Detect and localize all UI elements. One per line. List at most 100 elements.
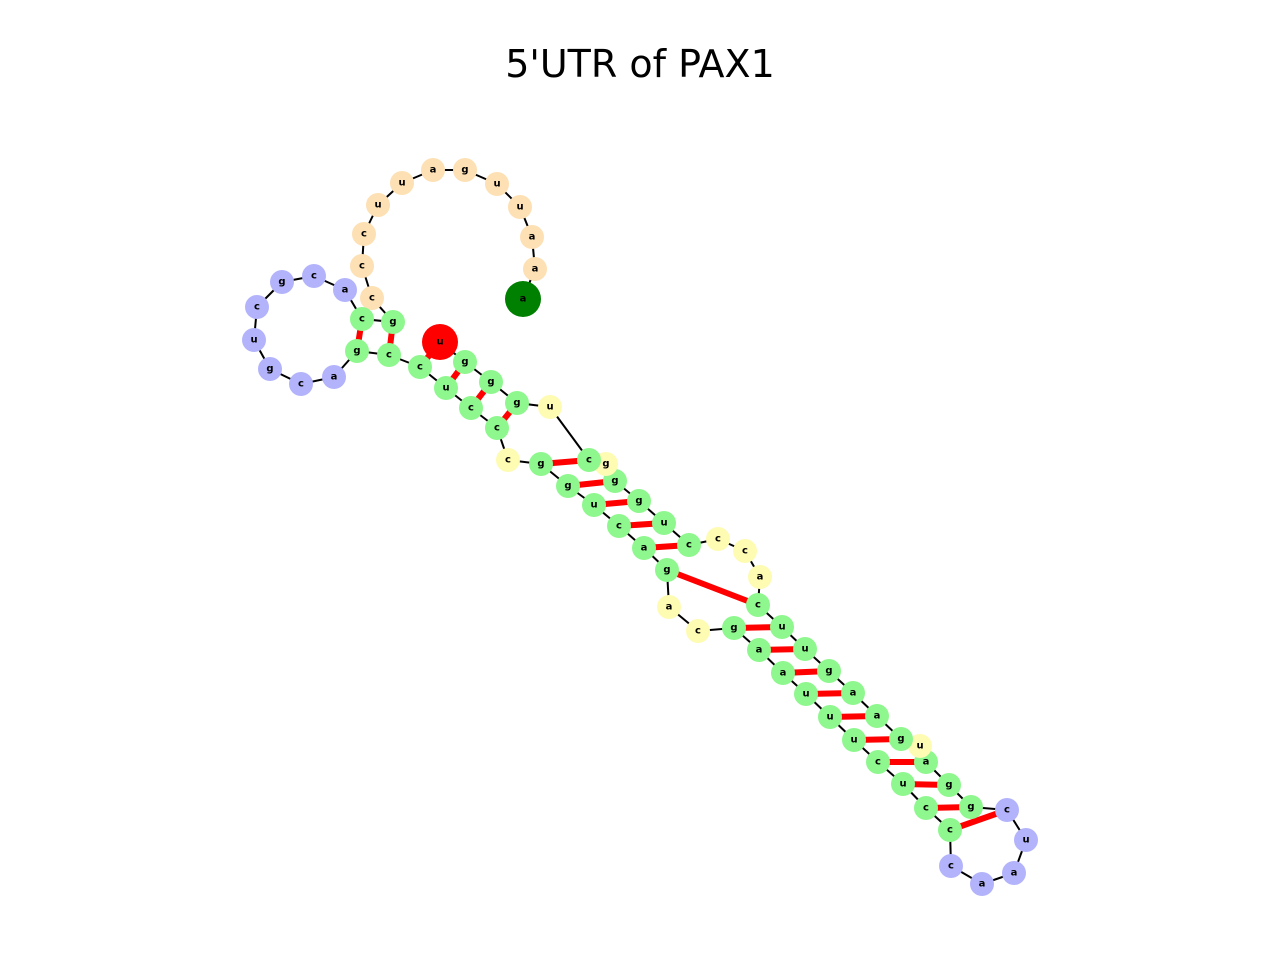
nucleotide-circle <box>350 254 374 278</box>
nucleotide-node: a <box>632 536 656 560</box>
nucleotide-node: c <box>245 295 269 319</box>
nucleotide-circle <box>793 637 817 661</box>
nucleotide-node: c <box>360 286 384 310</box>
nucleotide-node: a <box>322 365 346 389</box>
nucleotide-node: c <box>939 854 963 878</box>
nucleotide-node: c <box>746 593 770 617</box>
nucleotide-label: c <box>947 825 953 836</box>
nucleotide-circle <box>652 511 676 535</box>
nucleotide-circle <box>995 798 1019 822</box>
nucleotide-label: c <box>616 521 622 532</box>
nucleotide-circle <box>408 355 432 379</box>
nucleotide-circle <box>891 772 915 796</box>
nucleotide-label: u <box>1022 835 1029 846</box>
nucleotide-node: u <box>434 376 458 400</box>
nucleotide-node: u <box>422 324 458 360</box>
nucleotide-circle <box>302 264 326 288</box>
nucleotide-node: a <box>520 225 544 249</box>
nucleotide-node: u <box>242 328 266 352</box>
nucleotide-label: u <box>516 202 523 213</box>
nucleotide-circle <box>381 310 405 334</box>
nucleotide-node: c <box>607 514 631 538</box>
nucleotide-circle <box>360 286 384 310</box>
nucleotide-label: a <box>529 232 536 243</box>
nucleotide-label: c <box>369 293 375 304</box>
nucleotide-circle <box>959 795 983 819</box>
nucleotide-label: a <box>757 572 764 583</box>
nucleotide-circle <box>453 158 477 182</box>
nucleotide-label: a <box>923 757 930 768</box>
nucleotide-label: c <box>359 261 365 272</box>
nucleotide-label: c <box>505 455 511 466</box>
nucleotide-node: c <box>677 533 701 557</box>
nucleotide-node: u <box>891 772 915 796</box>
nucleotide-label: g <box>353 346 360 357</box>
nucleotide-circle <box>242 328 266 352</box>
nucleotide-label: c <box>298 379 304 390</box>
nucleotide-node: a <box>523 257 547 281</box>
nucleotide-node: c <box>914 796 938 820</box>
nucleotide-label: a <box>331 372 338 383</box>
nucleotide-label: a <box>1011 868 1018 879</box>
nucleotide-label: c <box>494 423 500 434</box>
nucleotide-node: g <box>627 489 651 513</box>
nucleotide-node: c <box>686 619 710 643</box>
nucleotide-circle <box>1014 828 1038 852</box>
nucleotide-node: g <box>889 727 913 751</box>
nucleotide-node: g <box>258 357 282 381</box>
nucleotide-label: u <box>398 178 405 189</box>
nucleotide-label: c <box>1004 805 1010 816</box>
nucleotide-label: c <box>715 534 721 545</box>
nucleotide-node: c <box>995 798 1019 822</box>
nucleotide-label: g <box>513 398 520 409</box>
nucleotide-node: c <box>302 264 326 288</box>
nucleotide-label: c <box>254 302 260 313</box>
nucleotide-circle <box>607 514 631 538</box>
diagram-title: 5'UTR of PAX1 <box>505 42 775 86</box>
nucleotide-label: c <box>923 803 929 814</box>
nucleotide-label: g <box>730 623 737 634</box>
nucleotide-label: c <box>359 314 365 325</box>
nucleotide-circle <box>908 734 932 758</box>
nucleotide-node: u <box>842 728 866 752</box>
nucleotide-label: a <box>979 879 986 890</box>
nucleotide-circle <box>939 854 963 878</box>
nucleotide-node: c <box>459 396 483 420</box>
nucleotide-node: g <box>722 616 746 640</box>
nucleotide-circle <box>627 489 651 513</box>
nucleotide-circle <box>747 638 771 662</box>
nucleotide-node: g <box>345 339 369 363</box>
nucleotide-circle <box>686 619 710 643</box>
nucleotide-node: g <box>453 158 477 182</box>
nucleotide-label: g <box>611 476 618 487</box>
nucleotide-circle <box>422 324 458 360</box>
nucleotide-node: a <box>747 638 771 662</box>
nucleotide-label: c <box>948 861 954 872</box>
nucleotide-label: g <box>825 666 832 677</box>
nucleotide-node: g <box>529 452 553 476</box>
nucleotide-node: u <box>652 511 676 535</box>
nucleotide-node: u <box>908 734 932 758</box>
nucleotide-circle <box>505 281 541 317</box>
nucleotide-label: g <box>537 459 544 470</box>
nucleotide-circle <box>866 750 890 774</box>
nucleotide-circle <box>748 565 772 589</box>
nucleotide-label: a <box>780 668 787 679</box>
nucleotide-circle <box>258 357 282 381</box>
nucleotide-circle <box>655 558 679 582</box>
nucleotide-label: u <box>436 337 443 348</box>
nucleotide-node: u <box>390 171 414 195</box>
nucleotide-node: c <box>706 527 730 551</box>
nucleotide-circle <box>352 222 376 246</box>
nucleotide-label: g <box>389 317 396 328</box>
nucleotide-circle <box>556 474 580 498</box>
nucleotide-node: g <box>479 370 503 394</box>
nucleotide-node: u <box>582 493 606 517</box>
nucleotide-label: u <box>590 500 597 511</box>
nucleotide-node: c <box>733 539 757 563</box>
nucleotide-node: g <box>505 391 529 415</box>
nucleotide-node: a <box>505 281 541 317</box>
nucleotide-node: c <box>377 343 401 367</box>
nucleotide-circle <box>245 295 269 319</box>
